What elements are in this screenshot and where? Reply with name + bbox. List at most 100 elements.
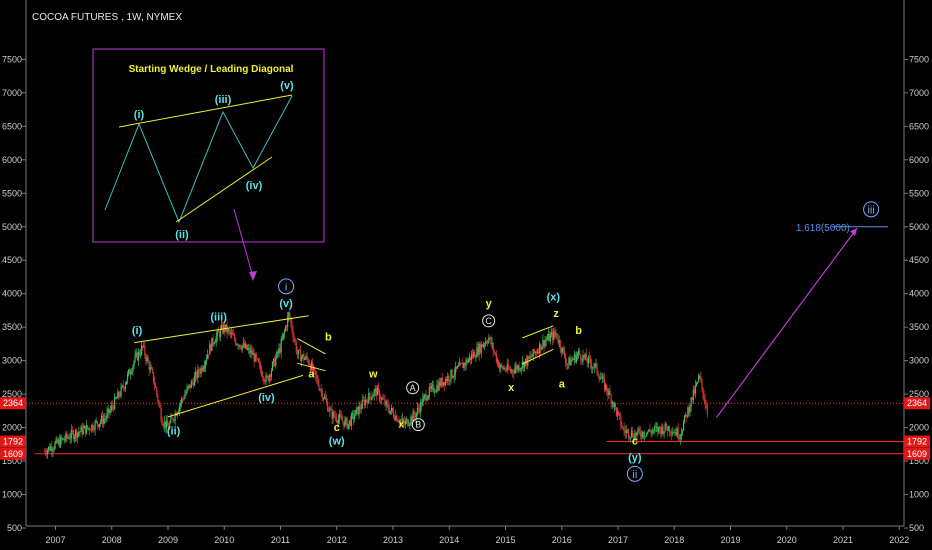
candle-body: [255, 354, 257, 359]
candle-body: [239, 345, 241, 348]
candle-body: [636, 432, 638, 436]
circled-label-ring: [626, 465, 643, 482]
candle-body: [57, 439, 59, 443]
x-tick-label: 2008: [102, 535, 122, 545]
candle-body: [66, 433, 68, 438]
candle-body: [631, 431, 633, 438]
candle-body: [478, 343, 480, 355]
y-tick-label: 5000: [2, 222, 22, 232]
candle-body: [587, 356, 589, 364]
candle-body: [378, 390, 381, 400]
candle-body: [83, 426, 85, 429]
candle-body: [78, 432, 80, 433]
candle-body: [301, 356, 303, 362]
candle-body: [46, 450, 49, 455]
wave-label-ii: (ii): [167, 425, 181, 437]
candle-body: [655, 426, 658, 428]
x-tick-label: 2015: [495, 535, 515, 545]
candle-body: [455, 366, 457, 369]
candle-body: [370, 396, 372, 400]
x-tick-label: 2007: [45, 535, 65, 545]
candle-body: [85, 425, 88, 434]
candle-body: [476, 347, 478, 358]
candle-body: [118, 391, 120, 396]
x-tick-label: 2020: [777, 535, 797, 545]
candle-body: [616, 411, 619, 416]
candle-body: [143, 345, 145, 347]
candle-body: [589, 358, 592, 364]
x-tick-label: 2022: [889, 535, 909, 545]
candle-body: [344, 419, 346, 427]
candle-body: [610, 394, 612, 404]
candle-body: [363, 400, 366, 406]
candle-body: [667, 426, 670, 431]
candle-body: [601, 376, 604, 379]
candle-body: [185, 392, 187, 395]
y-tick-label: 7000: [2, 88, 22, 98]
y-tick-label-right: 2500: [909, 389, 929, 399]
candle-body: [540, 343, 542, 351]
candle-body: [609, 390, 611, 395]
candle-body: [633, 436, 635, 439]
candle-body: [517, 365, 519, 370]
candle-body: [410, 416, 412, 424]
candle-body: [306, 356, 308, 360]
candle-body: [382, 397, 384, 400]
candle-body: [533, 349, 535, 353]
candle-body: [116, 398, 118, 400]
candle-body: [59, 437, 62, 447]
inset-title: Starting Wedge / Leading Diagonal: [129, 64, 294, 75]
candle-body: [321, 390, 323, 399]
candle-body: [400, 420, 402, 421]
candle-body: [436, 384, 438, 392]
candle-body: [347, 423, 349, 429]
candle-body: [600, 378, 602, 379]
candle-body: [624, 431, 626, 434]
candle-body: [331, 409, 333, 419]
candle-body: [452, 376, 454, 378]
candle-body: [593, 367, 595, 369]
candle-body: [650, 431, 652, 434]
candle-body: [557, 338, 559, 343]
candle-body: [60, 437, 63, 440]
wave-label-x: x: [398, 419, 405, 431]
candle-body: [294, 339, 296, 343]
candle-body: [122, 385, 124, 388]
candle-body: [628, 437, 631, 439]
inset-border: [92, 48, 325, 243]
candle-body: [191, 381, 194, 383]
wave-label-w: (w): [329, 435, 345, 447]
y-tick-label: 3000: [2, 356, 22, 366]
candle-body: [182, 398, 184, 400]
candle-body: [346, 418, 348, 429]
candle-body: [272, 358, 275, 363]
candle-body: [98, 423, 101, 427]
candle-body: [508, 368, 510, 370]
candle-body: [368, 392, 370, 404]
candle-body: [457, 366, 460, 367]
candle-body: [647, 431, 649, 433]
candle-body: [469, 356, 472, 361]
candle-body: [253, 352, 255, 362]
candle-body: [412, 411, 414, 422]
candle-body: [277, 351, 279, 354]
candle-body: [535, 352, 538, 354]
candle-body: [668, 426, 671, 433]
candle-body: [514, 369, 516, 374]
x-tick-label: 2021: [833, 535, 853, 545]
candle-body: [677, 428, 679, 439]
candle-body: [86, 425, 89, 429]
candle-body: [459, 363, 461, 367]
candle-body: [79, 431, 81, 433]
wave-label-c: c: [632, 435, 638, 447]
y-tick-label-right: 7000: [909, 88, 929, 98]
candle-body: [135, 352, 137, 356]
candle-body: [208, 354, 210, 356]
candle-body: [697, 381, 699, 384]
candle-body: [687, 407, 689, 418]
candle-body: [404, 420, 407, 425]
candle-body: [646, 432, 648, 436]
candles: [43, 307, 708, 459]
candle-body: [423, 395, 425, 399]
candle-body: [210, 344, 212, 351]
